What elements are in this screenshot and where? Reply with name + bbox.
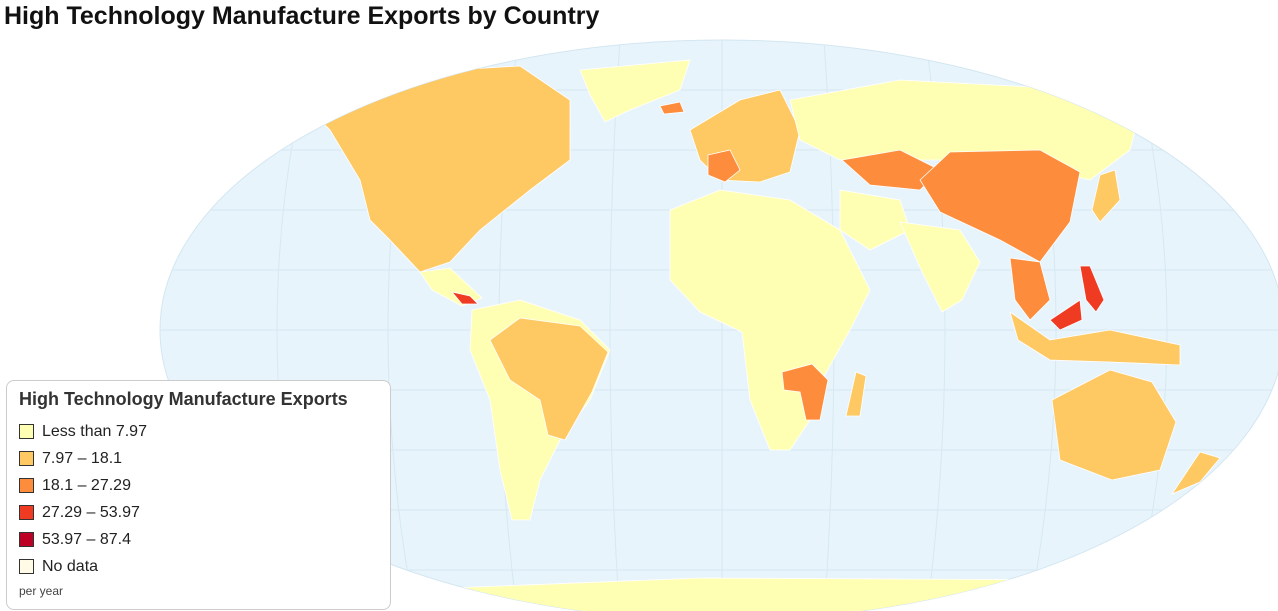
legend-swatch [19,451,34,466]
legend-item: 18.1 – 27.29 [19,472,378,499]
legend-swatch [19,559,34,574]
legend-swatch [19,505,34,520]
china [919,149,1081,263]
legend-note: per year [19,584,64,598]
new-zealand [1170,451,1221,495]
legend-item: 53.97 – 87.4 [19,526,378,553]
indonesia [1009,311,1181,366]
legend-item: 7.97 – 18.1 [19,445,378,472]
india [899,221,981,313]
australia [1051,369,1177,481]
legend-title: High Technology Manufacture Exports [19,389,348,409]
iceland [659,101,685,115]
legend: High Technology Manufacture Exports Less… [6,380,391,610]
thailand-vietnam [1009,257,1051,321]
costa-rica [450,291,479,305]
legend-item: No data [19,553,378,580]
japan [1091,169,1121,223]
legend-swatch [19,532,34,547]
legend-label: 53.97 – 87.4 [42,530,131,548]
legend-swatch [19,478,34,493]
legend-item: Less than 7.97 [19,418,378,445]
legend-label: Less than 7.97 [42,422,147,440]
legend-label: No data [42,557,99,575]
brazil [489,317,609,441]
malaysia [1049,299,1083,331]
philippines [1079,265,1105,313]
legend-label: 18.1 – 27.29 [42,476,131,494]
legend-swatch [19,424,34,439]
legend-item: 27.29 – 53.97 [19,499,378,526]
legend-items: Less than 7.97 7.97 – 18.1 18.1 – 27.29 27.… [19,418,378,580]
madagascar [845,371,867,417]
legend-label: 27.29 – 53.97 [42,503,140,521]
legend-label: 7.97 – 18.1 [42,449,123,467]
southern-africa-exporters [781,363,829,421]
france [707,149,741,183]
middle-east [839,189,911,251]
greenland [579,59,691,123]
page-title: High Technology Manufacture Exports by C… [4,2,600,30]
